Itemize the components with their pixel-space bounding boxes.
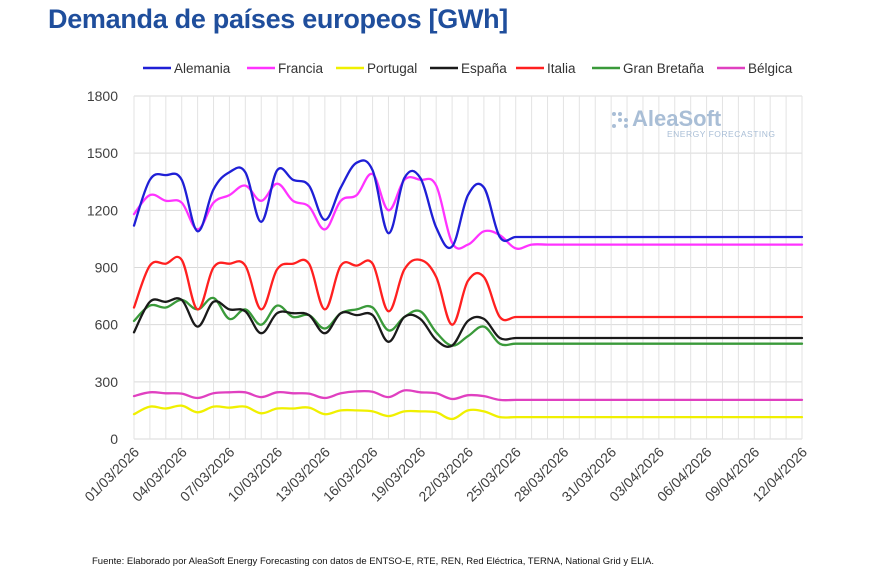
series-line-italia [132, 255, 804, 326]
legend-label: Bélgica [748, 61, 793, 76]
series-lines [132, 159, 804, 421]
chart-title: Demanda de países europeos [GWh] [48, 4, 508, 34]
aleasoft-watermark: AleaSoft ENERGY FORECASTING [612, 106, 776, 139]
legend: Alemania Francia Portugal España Italia Gran … [143, 61, 793, 76]
series-line-espa-a [132, 297, 804, 349]
watermark-tagline: ENERGY FORECASTING [667, 129, 776, 139]
series-line-portugal [132, 404, 804, 421]
series-line-gran-breta-a [132, 296, 804, 347]
y-tick-label: 300 [95, 374, 119, 390]
series-line-alemania [132, 159, 804, 250]
x-axis-tick-labels: 01/03/202604/03/202607/03/202610/03/2026… [81, 444, 810, 505]
legend-label: Portugal [367, 61, 417, 76]
legend-label: Alemania [174, 61, 231, 76]
y-tick-label: 1200 [87, 202, 118, 218]
legend-label: España [461, 61, 507, 76]
grid-lines [133, 95, 803, 440]
aleasoft-logo-dots [612, 112, 628, 128]
chart-canvas: 0 300 600 900 1200 1500 1800 01/03/202604/03/2… [81, 61, 810, 505]
legend-label: Gran Bretaña [623, 61, 705, 76]
legend-label: Italia [547, 61, 576, 76]
y-tick-label: 1800 [87, 88, 118, 104]
y-tick-label: 1500 [87, 145, 118, 161]
source-footnote: Fuente: Elaborado por AleaSoft Energy Fo… [92, 556, 654, 567]
legend-label: Francia [278, 61, 324, 76]
series-line-francia [132, 172, 804, 250]
y-axis-tick-labels: 0 300 600 900 1200 1500 1800 [87, 88, 118, 447]
y-tick-label: 900 [95, 260, 119, 276]
y-tick-label: 600 [95, 317, 119, 333]
y-tick-label: 0 [110, 431, 118, 447]
series-line-b-lgica [132, 389, 804, 402]
watermark-brand: AleaSoft [632, 106, 722, 131]
